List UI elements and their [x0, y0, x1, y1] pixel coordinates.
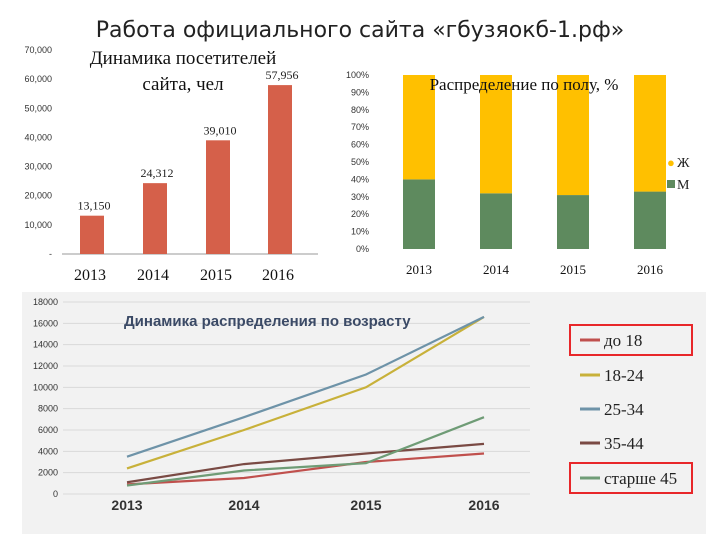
- age-legend-label: 18-24: [604, 366, 644, 385]
- visitors-value-label: 57,956: [266, 68, 299, 82]
- gender-categories: 2013 2014 2015 2016: [406, 262, 664, 277]
- gender-bar-female-2015: [557, 75, 589, 196]
- age-legend-label: 25-34: [604, 400, 644, 419]
- visitors-value-label: 39,010: [204, 123, 237, 137]
- legend-marker-female: ●: [667, 155, 675, 170]
- gender-ytick-label: 90%: [351, 87, 369, 97]
- slide-title: Работа официального сайта «гбузяокб-1.рф…: [95, 18, 625, 43]
- gender-bar-male-2013: [403, 179, 435, 249]
- gender-ytick-label: 0%: [356, 244, 369, 254]
- age-ytick-label: 2000: [38, 468, 58, 478]
- age-line-35-44: [126, 442, 485, 484]
- age-series-lines: [126, 315, 485, 487]
- age-x-ticks: 2013 2014 2015 2016: [111, 497, 499, 513]
- age-ytick-label: 6000: [38, 425, 58, 435]
- age-y-ticks: 0 2000 4000 6000 8000 10000 12000 14000 16000 180…: [33, 297, 58, 499]
- visitors-bar-2016: [268, 85, 292, 254]
- visitors-value-label: 13,150: [78, 199, 111, 213]
- gender-category-label: 2015: [560, 262, 586, 277]
- age-legend-label: старше 45: [604, 469, 677, 488]
- gender-ytick-label: 40%: [351, 174, 369, 184]
- visitors-bar-2014: [143, 183, 167, 254]
- gender-ytick-label: 100%: [346, 70, 369, 80]
- visitors-ytick-label: 40,000: [24, 132, 52, 142]
- gender-bar-female-2013: [403, 75, 435, 180]
- legend-marker-male: [667, 180, 675, 188]
- visitors-category-label: 2013: [74, 267, 106, 284]
- legend-label-female: Ж: [677, 156, 690, 171]
- age-chart-title: Динамика распределения по возрасту: [124, 313, 411, 330]
- age-ytick-label: 4000: [38, 446, 58, 456]
- age-ytick-label: 16000: [33, 318, 58, 328]
- age-legend: до 18 18-24 25-34 35-44 старше 45: [569, 324, 693, 494]
- visitors-chart-title-line1: Динамика посетителей: [90, 48, 277, 69]
- visitors-category-label: 2014: [137, 267, 169, 284]
- visitors-chart: - 10,000 20,000 30,000 40,000 50,000 60,000 70,…: [24, 45, 318, 284]
- gender-ytick-label: 70%: [351, 122, 369, 132]
- age-ytick-label: 10000: [33, 382, 58, 392]
- gender-chart-title: Распределение по полу, %: [430, 75, 619, 94]
- age-ytick-label: 18000: [33, 297, 58, 307]
- gender-bar-female-2016: [634, 75, 666, 192]
- visitors-ytick-label: 60,000: [24, 74, 52, 84]
- gender-ytick-label: 30%: [351, 192, 369, 202]
- age-line-до 18: [126, 452, 485, 486]
- gender-category-label: 2013: [406, 262, 432, 277]
- gender-ytick-label: 80%: [351, 105, 369, 115]
- age-gridlines: [63, 301, 530, 495]
- age-legend-label: 35-44: [604, 434, 644, 453]
- visitors-value-label: 24,312: [141, 166, 174, 180]
- visitors-ytick-label: -: [49, 249, 52, 259]
- legend-label-male: М: [677, 178, 690, 193]
- gender-ytick-label: 20%: [351, 209, 369, 219]
- visitors-ytick-label: 10,000: [24, 220, 52, 230]
- age-ytick-label: 12000: [33, 361, 58, 371]
- age-ytick-label: 14000: [33, 340, 58, 350]
- gender-bars: [403, 75, 666, 249]
- gender-y-ticks: 0% 10% 20% 30% 40% 50% 60% 70% 80% 90% 100%: [346, 70, 369, 254]
- gender-category-label: 2014: [483, 262, 510, 277]
- visitors-chart-title-line2: сайта, чел: [142, 74, 224, 95]
- gender-legend: ● Ж М: [667, 155, 690, 193]
- gender-ytick-label: 10%: [351, 227, 369, 237]
- visitors-bar-2015: [206, 140, 230, 254]
- gender-ytick-label: 50%: [351, 157, 369, 167]
- age-legend-highlight: [569, 324, 693, 356]
- visitors-ytick-label: 30,000: [24, 162, 52, 172]
- age-chart: 0 2000 4000 6000 8000 10000 12000 14000 16000 180…: [33, 297, 693, 513]
- visitors-value-labels: 13,150 24,312 39,010 57,956: [78, 68, 299, 213]
- age-ytick-label: 8000: [38, 404, 58, 414]
- age-xtick-label: 2015: [350, 497, 381, 513]
- age-xtick-label: 2014: [228, 497, 259, 513]
- visitors-ytick-label: 20,000: [24, 191, 52, 201]
- gender-bar-male-2015: [557, 195, 589, 249]
- visitors-y-ticks: - 10,000 20,000 30,000 40,000 50,000 60,000 70,…: [24, 45, 52, 259]
- age-ytick-label: 0: [53, 489, 58, 499]
- visitors-ytick-label: 50,000: [24, 103, 52, 113]
- visitors-category-label: 2016: [262, 267, 294, 284]
- age-legend-highlight: [569, 462, 693, 494]
- gender-ytick-label: 60%: [351, 140, 369, 150]
- age-xtick-label: 2016: [468, 497, 499, 513]
- age-xtick-label: 2013: [111, 497, 142, 513]
- visitors-bars: [80, 85, 292, 254]
- age-line-25-34: [126, 315, 485, 458]
- gender-bar-male-2016: [634, 191, 666, 249]
- gender-category-label: 2016: [637, 262, 664, 277]
- visitors-bar-2013: [80, 215, 104, 254]
- gender-bar-male-2014: [480, 193, 512, 249]
- age-line-18-24: [126, 315, 485, 470]
- visitors-ytick-label: 70,000: [24, 45, 52, 55]
- visitors-category-label: 2015: [200, 267, 232, 284]
- gender-bar-female-2014: [480, 75, 512, 194]
- visitors-categories: 2013 2014 2015 2016: [74, 267, 294, 284]
- gender-chart: 0%10%20%30%40%50%60%70%80%90%100% 2013 20…: [346, 70, 690, 277]
- age-legend-label: до 18: [604, 331, 642, 350]
- age-line-старше 45: [126, 416, 485, 487]
